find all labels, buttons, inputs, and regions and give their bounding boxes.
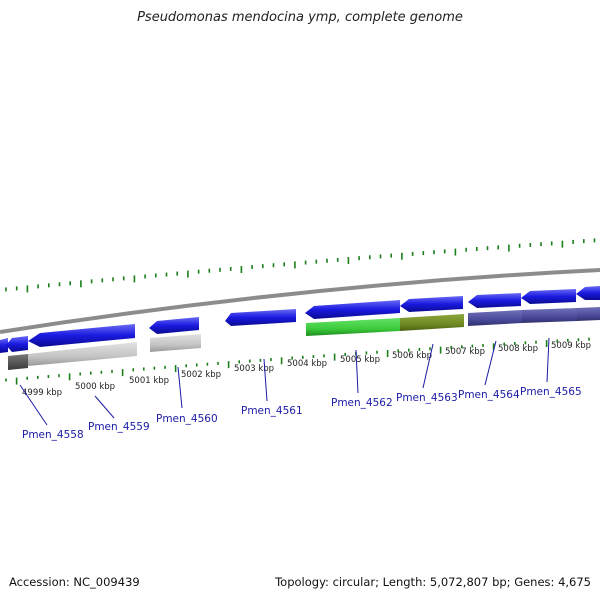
gene-arrow[interactable] [468,293,521,308]
cds-segment[interactable] [150,334,201,352]
gene-arrow[interactable] [521,289,576,304]
cds-segment[interactable] [8,354,28,370]
kbp-label: 5007 kbp [445,347,485,357]
leader-line [422,343,434,389]
gene-arrow[interactable] [149,317,199,334]
genome-summary-text: Topology: circular; Length: 5,072,807 bp… [275,575,591,589]
cds-band [8,307,600,370]
kbp-label: 5000 kbp [75,382,115,392]
gene-arrow[interactable] [400,296,463,312]
gene-label[interactable]: Pmen_4559 [88,421,150,433]
kbp-label: 5001 kbp [129,376,169,386]
leader-line [263,358,268,402]
leader-line [19,384,48,426]
gene-label[interactable]: Pmen_4560 [156,413,218,425]
kbp-label: 5002 kbp [181,370,221,380]
gene-arrow[interactable] [225,309,296,326]
upper-tick-ring [5,238,596,293]
leader-line [484,340,497,386]
cds-segment[interactable] [468,310,522,326]
cds-segment[interactable] [28,342,137,366]
kbp-label: 5006 kbp [392,351,432,361]
gene-arrow[interactable] [576,286,600,300]
kbp-label: 5003 kbp [234,364,274,374]
gene-label[interactable]: Pmen_4565 [520,386,582,398]
gene-arrow[interactable] [0,338,8,353]
forward-strand-genes [0,286,600,353]
cds-segment[interactable] [577,307,600,321]
lower-tick-ring [5,337,590,385]
leader-line [177,366,183,409]
cds-segment[interactable] [522,308,577,323]
gene-label[interactable]: Pmen_4561 [241,405,303,417]
leader-line [94,395,115,419]
leader-line [355,349,359,394]
kbp-label: 5009 kbp [551,341,591,351]
gene-label[interactable]: Pmen_4564 [458,389,520,401]
cds-segment[interactable] [400,314,464,331]
leader-line [546,337,550,383]
kbp-label: 5008 kbp [498,344,538,354]
gene-label[interactable]: Pmen_4563 [396,392,458,404]
gene-arrow[interactable] [6,336,28,352]
leader-lines [19,337,550,426]
kbp-scale: 4999 kbp 5000 kbp 5001 kbp 5002 kbp 5003… [22,341,591,398]
gene-labels: Pmen_4558 Pmen_4559 Pmen_4560 Pmen_4561 … [22,386,582,441]
genome-backbone [0,268,600,334]
gene-label[interactable]: Pmen_4558 [22,429,84,441]
gene-label[interactable]: Pmen_4562 [331,397,393,409]
gene-arrow[interactable] [28,324,135,347]
gene-arrow[interactable] [305,300,400,319]
kbp-label: 5004 kbp [287,359,327,369]
map-title: Pseudomonas mendocina ymp, complete geno… [137,10,463,25]
kbp-label: 4999 kbp [22,388,62,398]
cds-segment[interactable] [306,318,400,336]
kbp-label: 5005 kbp [340,355,380,365]
accession-text: Accession: NC_009439 [9,575,140,589]
